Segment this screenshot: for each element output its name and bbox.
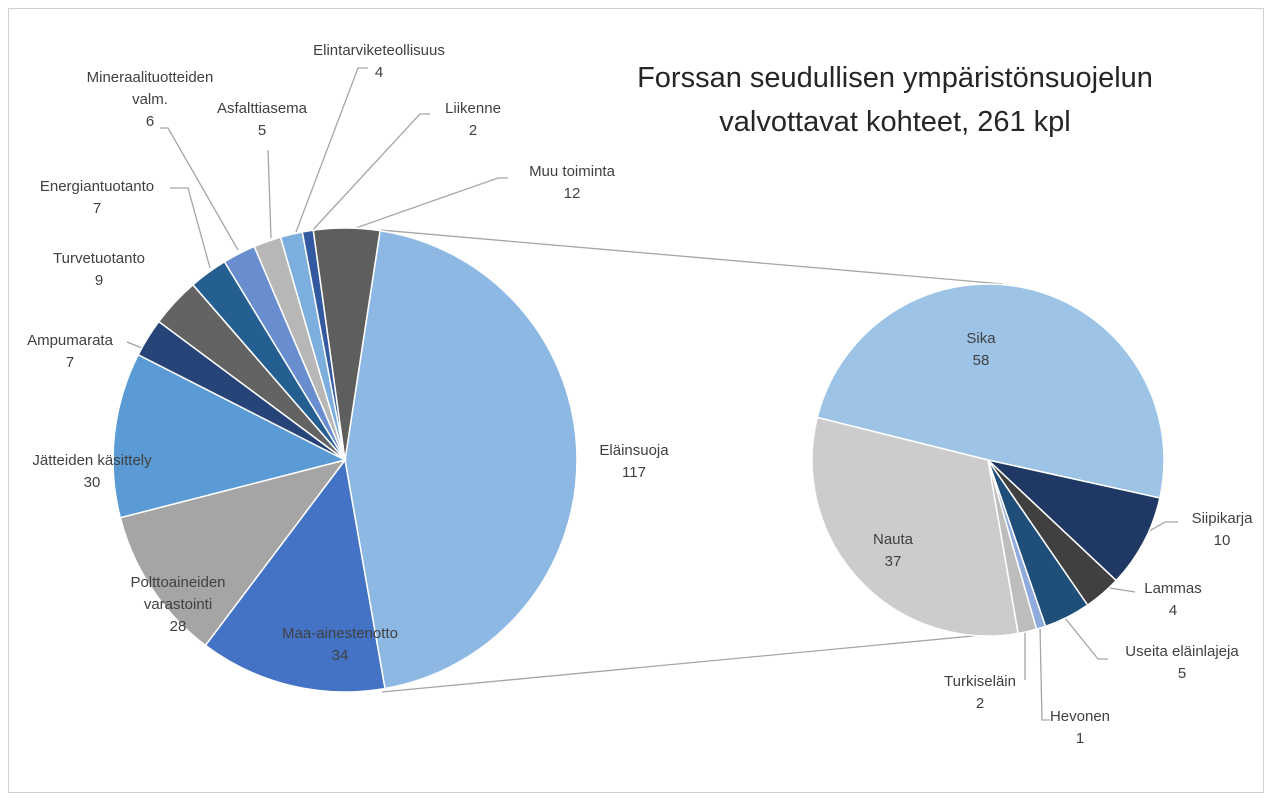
label-value: 10 xyxy=(1213,532,1231,549)
leader xyxy=(160,127,239,251)
label-value: 58 xyxy=(972,352,990,369)
leader-lines xyxy=(126,67,1178,721)
leader xyxy=(309,113,430,234)
label-name: Polttoaineiden varastointi xyxy=(130,574,226,613)
label-name: Liikenne xyxy=(445,100,501,117)
label-value: 4 xyxy=(374,64,384,81)
label-name: Jätteiden käsittely xyxy=(32,452,152,469)
data-label: Elintarviketeollisuus 4 xyxy=(313,40,445,84)
connector xyxy=(381,631,1016,693)
data-label: Siipikarja 10 xyxy=(1192,508,1253,552)
leader xyxy=(126,341,143,349)
data-label: Muu toiminta 12 xyxy=(529,161,615,205)
label-name: Elintarviketeollisuus xyxy=(313,42,445,59)
pie-slice xyxy=(344,229,578,690)
label-name: Nauta xyxy=(872,531,914,548)
label-value: 2 xyxy=(975,695,985,712)
leader xyxy=(1064,617,1108,660)
pie-slice xyxy=(816,283,1165,499)
label-value: 37 xyxy=(884,553,902,570)
label-value: 34 xyxy=(331,647,349,664)
data-label: Turkiseläin 2 xyxy=(944,671,1016,715)
label-name: Sika xyxy=(966,330,996,347)
label-name: Eläinsuoja xyxy=(599,442,669,459)
data-label: Maa-ainestenotto 34 xyxy=(282,623,398,667)
data-label: Hevonen 1 xyxy=(1050,706,1110,750)
label-name: Siipikarja xyxy=(1191,510,1253,527)
label-name: Asfalttiasema xyxy=(216,100,308,117)
data-label: Ampumarata 7 xyxy=(27,330,113,374)
connector xyxy=(379,229,1004,285)
data-label: Eläinsuoja 117 xyxy=(599,440,668,484)
label-value: 1 xyxy=(1075,730,1085,747)
data-label: Mineraalituotteiden valm. 6 xyxy=(68,67,233,133)
label-value: 7 xyxy=(92,200,102,217)
leader xyxy=(267,149,272,239)
label-name: Muu toiminta xyxy=(529,163,615,180)
label-name: Energiantuotanto xyxy=(39,178,155,195)
label-value: 9 xyxy=(94,272,104,289)
label-value: 117 xyxy=(622,464,646,481)
label-name: Turkiseläin xyxy=(944,673,1016,690)
pie-slice xyxy=(204,458,386,693)
data-label: Energiantuotanto 7 xyxy=(40,176,154,220)
label-value: 7 xyxy=(65,354,75,371)
label-value: 5 xyxy=(257,122,267,139)
label-value: 12 xyxy=(563,185,581,202)
label-name: Hevonen xyxy=(1049,708,1111,725)
label-name: Ampumarata xyxy=(27,332,113,349)
label-value: 28 xyxy=(169,618,187,635)
label-value: 2 xyxy=(468,122,478,139)
label-name: Useita eläinlajeja xyxy=(1125,643,1239,660)
data-label: Asfalttiasema 5 xyxy=(217,98,307,142)
pie-slice xyxy=(112,353,348,519)
label-name: Lammas xyxy=(1144,580,1202,597)
pie-slice xyxy=(985,458,1161,582)
label-value: 30 xyxy=(83,474,101,491)
data-label: Useita eläinlajeja 5 xyxy=(1125,641,1238,685)
label-value: 5 xyxy=(1177,665,1187,682)
label-name: Maa-ainestenotto xyxy=(282,625,398,642)
pie-slice xyxy=(811,416,1019,637)
data-label: Polttoaineiden varastointi 28 xyxy=(118,572,238,638)
data-label: Jätteiden käsittely 30 xyxy=(32,450,151,494)
data-label: Lammas 4 xyxy=(1144,578,1202,622)
label-name: Turvetuotanto xyxy=(53,250,145,267)
leader xyxy=(295,67,368,233)
label-value: 6 xyxy=(145,113,155,130)
data-label: Turvetuotanto 9 xyxy=(53,248,145,292)
data-label: Nauta 37 xyxy=(873,529,913,573)
leader xyxy=(349,177,508,231)
label-value: 4 xyxy=(1168,602,1178,619)
leader xyxy=(170,187,211,269)
chart-title: Forssan seudullisen ympäristönsuojelun v… xyxy=(637,62,1153,138)
data-label: Liikenne 2 xyxy=(445,98,501,142)
pie-slice xyxy=(312,227,381,461)
leader xyxy=(1039,626,1050,721)
pie-slice xyxy=(119,458,347,647)
label-name: Mineraalituotteiden valm. xyxy=(86,69,214,108)
data-label: Sika 58 xyxy=(966,328,995,372)
